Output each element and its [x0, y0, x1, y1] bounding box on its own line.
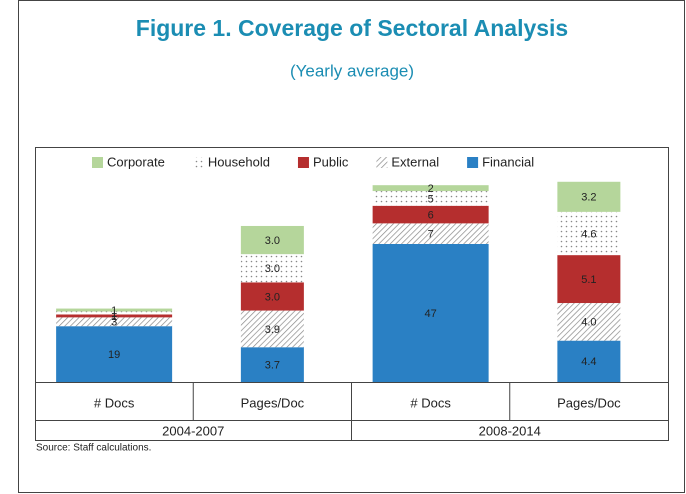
- bar-segment: [240, 254, 304, 283]
- value-label: 1: [111, 308, 117, 320]
- bar-segment: [240, 282, 304, 311]
- bar-segment: [372, 243, 489, 382]
- value-label: 3.2: [581, 192, 596, 204]
- legend-swatch: [376, 157, 388, 168]
- bar-segment: [240, 347, 304, 382]
- bar-segment: [56, 311, 173, 315]
- bar-segment: [56, 314, 173, 318]
- value-label: 3.0: [265, 291, 280, 303]
- value-label: 3.0: [265, 235, 280, 247]
- bar-segment: [372, 223, 489, 244]
- bar-segment: [372, 191, 489, 206]
- legend-label: Financial: [482, 154, 534, 169]
- legend-label: Public: [313, 154, 349, 169]
- value-label: 2: [428, 183, 434, 195]
- group-label: 2008-2014: [479, 423, 541, 438]
- legend-swatch: [467, 157, 479, 168]
- value-label: 19: [108, 349, 120, 361]
- bar-segment: [372, 205, 489, 224]
- bar-segment: [240, 225, 304, 255]
- x-tick-label: # Docs: [410, 395, 451, 410]
- bar-segment: [372, 185, 489, 192]
- value-label: 1: [111, 305, 117, 317]
- bar-segment: [557, 181, 621, 212]
- plot-frame: [35, 147, 669, 441]
- x-tick-label: Pages/Doc: [241, 395, 305, 410]
- legend-swatch: [92, 157, 103, 168]
- bar-segment: [557, 340, 621, 382]
- x-tick-label: Pages/Doc: [557, 395, 621, 410]
- value-label: 3: [111, 317, 117, 329]
- value-label: 3.0: [265, 263, 280, 275]
- value-label: 7: [428, 229, 434, 241]
- value-label: 3.9: [265, 324, 280, 336]
- bar-segment: [56, 308, 173, 312]
- value-label: 1: [111, 311, 117, 323]
- chart-subtitle: (Yearly average): [290, 61, 414, 80]
- value-label: 4.6: [581, 228, 596, 240]
- chart-title: Figure 1. Coverage of Sectoral Analysis: [136, 15, 568, 41]
- bar-segment: [557, 211, 621, 256]
- bar-segment: [557, 255, 621, 304]
- legend-label: Household: [208, 154, 270, 169]
- legend-swatch: [192, 157, 204, 168]
- legend-label: External: [391, 154, 439, 169]
- value-label: 3.7: [265, 360, 280, 372]
- value-label: 4.0: [581, 317, 596, 329]
- bar-segment: [240, 310, 304, 348]
- bar-segment: [56, 317, 173, 327]
- value-label: 4.4: [581, 356, 596, 368]
- source-note: Source: Staff calculations.: [36, 443, 151, 454]
- value-label: 6: [428, 209, 434, 221]
- group-label: 2004-2007: [162, 423, 224, 438]
- value-label: 5.1: [581, 274, 596, 286]
- value-label: 47: [425, 308, 437, 320]
- bar-segment: [56, 326, 173, 382]
- x-tick-label: # Docs: [94, 395, 135, 410]
- legend-label: Corporate: [107, 154, 165, 169]
- legend-swatch: [297, 157, 309, 168]
- value-label: 5: [428, 193, 434, 205]
- bar-segment: [557, 303, 621, 341]
- outer-frame: [18, 0, 685, 493]
